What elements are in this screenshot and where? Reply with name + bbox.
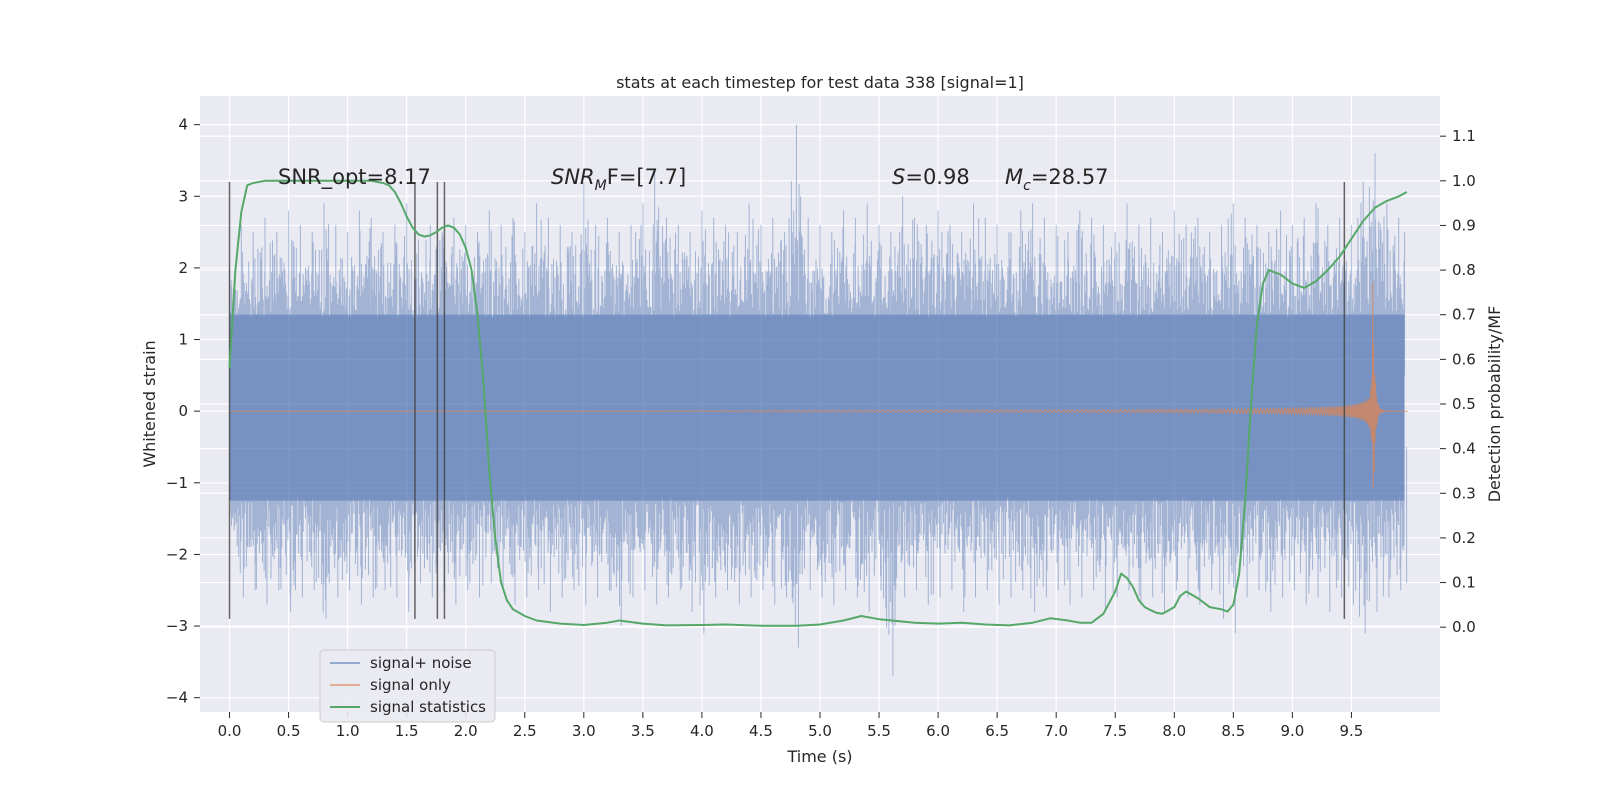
annotation-mc-symbol: M (1005, 165, 1023, 189)
legend-box (319, 649, 496, 723)
y-axis-left-label: Whitened strain (140, 340, 159, 467)
x-tick-label: 5.0 (808, 722, 832, 740)
y-right-tick-label: 0.5 (1452, 395, 1476, 413)
y-axis-left-ticks: 4 3 2 1 0 −1 −2 −3 −4 (166, 116, 200, 707)
y-left-tick-label: −1 (166, 474, 188, 492)
annotation-s-symbol: S (892, 165, 905, 189)
annotation-s-value: =0.98 (905, 165, 969, 189)
y-left-tick-label: −3 (166, 617, 188, 635)
y-right-tick-label: 0.1 (1452, 574, 1476, 592)
annotation-mc-value: =28.57 (1031, 165, 1109, 189)
x-tick-label: 9.0 (1280, 722, 1304, 740)
x-tick-label: 4.0 (690, 722, 714, 740)
x-tick-label: 1.0 (336, 722, 360, 740)
y-left-tick-label: 4 (178, 116, 188, 134)
signal-chirp (229, 282, 1408, 489)
annotation-snr-mf-rest: F=[7.7] (607, 165, 686, 189)
legend: signal+ noise signal only signal statist… (319, 649, 496, 723)
y-left-tick-label: 2 (178, 259, 188, 277)
x-tick-label: 0.0 (218, 722, 242, 740)
y-left-tick-label: −4 (166, 689, 188, 707)
y-axis-right-label: Detection probability/MF (1485, 306, 1504, 503)
legend-label-signal: signal only (370, 676, 451, 694)
annotation-snr-mf: SNRMF=[7.7] (551, 165, 686, 194)
legend-label-noise: signal+ noise (370, 654, 472, 672)
y-right-tick-label: 0.0 (1452, 618, 1476, 636)
vertical-markers (228, 181, 1346, 619)
y-right-tick-label: 0.6 (1452, 350, 1476, 368)
chart-title: stats at each timestep for test data 338… (616, 73, 1024, 92)
x-axis-label: Time (s) (786, 747, 852, 766)
y-left-tick-label: 1 (178, 331, 188, 349)
x-tick-label: 2.0 (454, 722, 478, 740)
y-right-tick-label: 1.0 (1452, 172, 1476, 190)
y-right-tick-label: 0.4 (1452, 440, 1476, 458)
x-axis-ticks: 0.0 0.5 1.0 1.5 2.0 2.5 3.0 3.5 4.0 4.5 5.0 5.5 6.0 6… (218, 712, 1363, 740)
statistics-line (228, 179, 1408, 627)
x-tick-label: 5.5 (867, 722, 891, 740)
series-signal-noise (229, 124, 1408, 677)
y-right-tick-label: 0.7 (1452, 306, 1476, 324)
annotation-mc: Mc=28.57 (1005, 165, 1109, 194)
annotation-snr-mf-base: SNR (551, 165, 595, 189)
x-tick-label: 9.5 (1339, 722, 1363, 740)
x-tick-label: 0.5 (277, 722, 301, 740)
y-left-tick-label: 0 (178, 402, 188, 420)
series-signal-statistics (228, 179, 1408, 627)
y-axis-right-ticks: 1.1 1.0 0.9 0.8 0.7 0.6 0.5 0.4 0.3 0.2 0.1 0.0 (1440, 127, 1476, 636)
x-tick-label: 4.5 (749, 722, 773, 740)
x-tick-label: 2.5 (513, 722, 537, 740)
annotation-snr-mf-sub: M (595, 178, 607, 194)
y-right-tick-label: 0.8 (1452, 261, 1476, 279)
x-tick-label: 7.0 (1044, 722, 1068, 740)
x-tick-label: 6.5 (985, 722, 1009, 740)
y-right-tick-label: 0.9 (1452, 216, 1476, 234)
x-tick-label: 7.5 (1103, 722, 1127, 740)
y-left-tick-label: −2 (166, 545, 188, 563)
annotation-snr-opt: SNR_opt=8.17 (278, 165, 431, 190)
x-tick-label: 3.5 (631, 722, 655, 740)
y-right-tick-label: 1.1 (1452, 127, 1476, 145)
x-tick-label: 6.0 (926, 722, 950, 740)
x-tick-label: 8.0 (1162, 722, 1186, 740)
y-left-tick-label: 3 (178, 187, 188, 205)
annotation-mc-sub: c (1023, 178, 1031, 194)
x-tick-label: 3.0 (572, 722, 596, 740)
y-right-tick-label: 0.3 (1452, 484, 1476, 502)
noise-core-band (229, 314, 1405, 501)
annotation-s: S=0.98 (892, 165, 970, 189)
y-right-tick-label: 0.2 (1452, 529, 1476, 547)
x-tick-label: 8.5 (1221, 722, 1245, 740)
x-tick-label: 1.5 (395, 722, 419, 740)
series-signal-only (229, 282, 1408, 489)
legend-label-statistics: signal statistics (370, 698, 486, 716)
